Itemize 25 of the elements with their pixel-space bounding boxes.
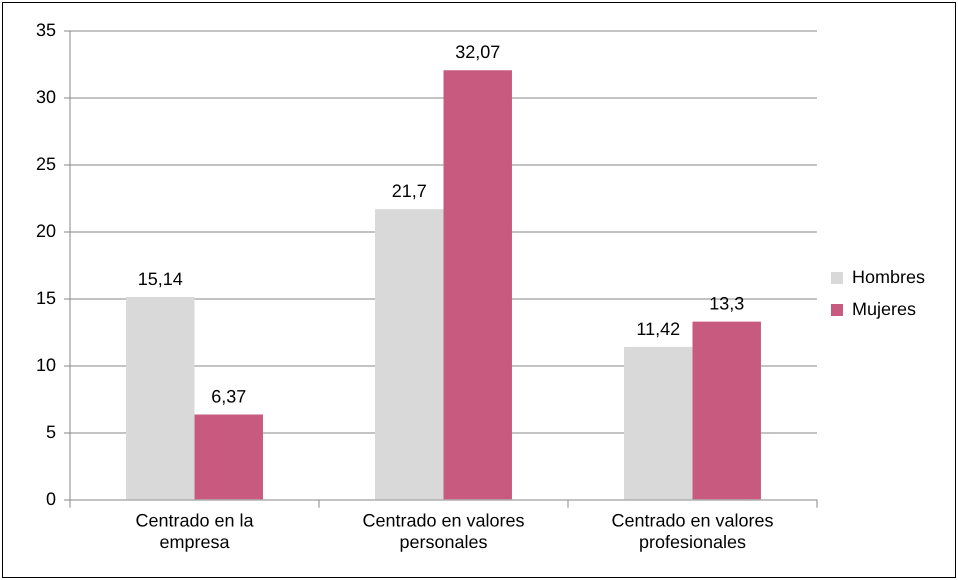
y-tick-label: 10 xyxy=(36,354,56,375)
x-tick-label: Centrado en la empresa xyxy=(135,510,255,552)
x-tick-label: Centrado en valores profesionales xyxy=(611,510,774,552)
legend-label: Mujeres xyxy=(852,298,916,319)
data-label: 11,42 xyxy=(636,318,680,339)
y-tick-label: 5 xyxy=(46,422,56,442)
y-tick-label: 35 xyxy=(36,20,56,40)
bar xyxy=(375,209,444,500)
y-tick-label: 20 xyxy=(36,220,56,241)
bar xyxy=(126,297,195,500)
bar xyxy=(444,70,512,500)
y-tick-label: 0 xyxy=(46,488,56,509)
data-label: 21,7 xyxy=(392,181,427,202)
y-tick-label: 25 xyxy=(36,154,56,174)
data-label: 32,07 xyxy=(455,42,500,62)
data-label: 6,37 xyxy=(211,386,246,406)
x-tick-label: Centrado en valores personales xyxy=(362,510,525,552)
bar xyxy=(692,322,761,500)
legend-label: Hombres xyxy=(852,266,926,287)
bar xyxy=(194,414,263,500)
y-tick-label: 15 xyxy=(36,288,56,308)
y-tick-label: 30 xyxy=(36,86,56,107)
bar xyxy=(624,346,692,500)
data-label: 13,3 xyxy=(709,294,744,314)
data-label: 15,14 xyxy=(138,268,183,289)
